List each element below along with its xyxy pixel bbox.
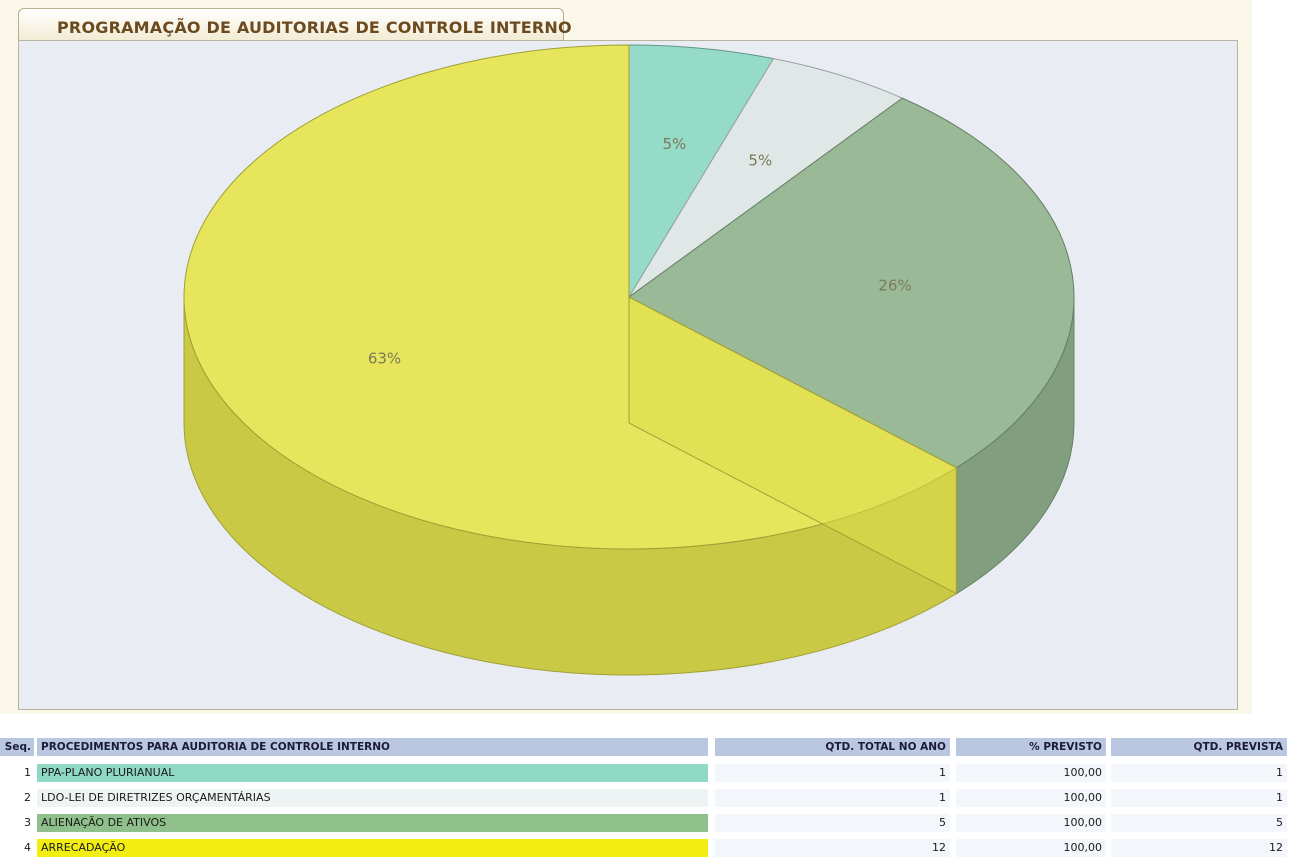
header-seq: Seq.	[0, 738, 34, 756]
pie-chart: 5% 5% 26% 63%	[183, 44, 1075, 676]
row-qtd-prevista: 5	[1111, 814, 1287, 832]
row-qtd-prevista: 1	[1111, 764, 1287, 782]
row-qtd-total: 1	[715, 789, 950, 807]
panel-title: PROGRAMAÇÃO DE AUDITORIAS DE CONTROLE IN…	[57, 18, 572, 37]
row-procedimento: PPA-PLANO PLURIANUAL	[37, 764, 708, 782]
row-qtd-total: 1	[715, 764, 950, 782]
pie-slice-0	[628, 44, 775, 299]
row-seq: 3	[24, 816, 31, 829]
row-qtd-total: 12	[715, 839, 950, 857]
row-seq: 1	[24, 766, 31, 779]
row-pct-previsto: 100,00	[956, 814, 1106, 832]
pie-slice-label-1: 5%	[748, 152, 772, 170]
header-qtd-prevista: QTD. PREVISTA	[1111, 738, 1287, 756]
row-qtd-prevista: 12	[1111, 839, 1287, 857]
chart-area: 5% 5% 26% 63%	[18, 40, 1238, 710]
row-pct-previsto: 100,00	[956, 789, 1106, 807]
pie-slice-1	[628, 58, 904, 298]
pie-slice-label-3: 63%	[368, 350, 401, 368]
row-procedimento: LDO-LEI DE DIRETRIZES ORÇAMENTÁRIAS	[37, 789, 708, 807]
row-seq: 4	[24, 841, 31, 854]
pie-slice-label-0: 5%	[663, 135, 687, 153]
row-pct-previsto: 100,00	[956, 764, 1106, 782]
pie-slice-2	[628, 97, 1075, 469]
pie-cut-wall	[628, 296, 957, 595]
row-qtd-total: 5	[715, 814, 950, 832]
pie-slice-label-2: 26%	[878, 277, 911, 295]
row-seq: 2	[24, 791, 31, 804]
panel-tab[interactable]: PROGRAMAÇÃO DE AUDITORIAS DE CONTROLE IN…	[18, 8, 572, 40]
row-procedimento: ARRECADAÇÃO	[37, 839, 708, 857]
header-pct-previsto: % PREVISTO	[956, 738, 1106, 756]
row-qtd-prevista: 1	[1111, 789, 1287, 807]
row-pct-previsto: 100,00	[956, 839, 1106, 857]
header-qtd-total: QTD. TOTAL NO ANO	[715, 738, 950, 756]
row-procedimento: ALIENAÇÃO DE ATIVOS	[37, 814, 708, 832]
header-procedimento: PROCEDIMENTOS PARA AUDITORIA DE CONTROLE…	[37, 738, 708, 756]
